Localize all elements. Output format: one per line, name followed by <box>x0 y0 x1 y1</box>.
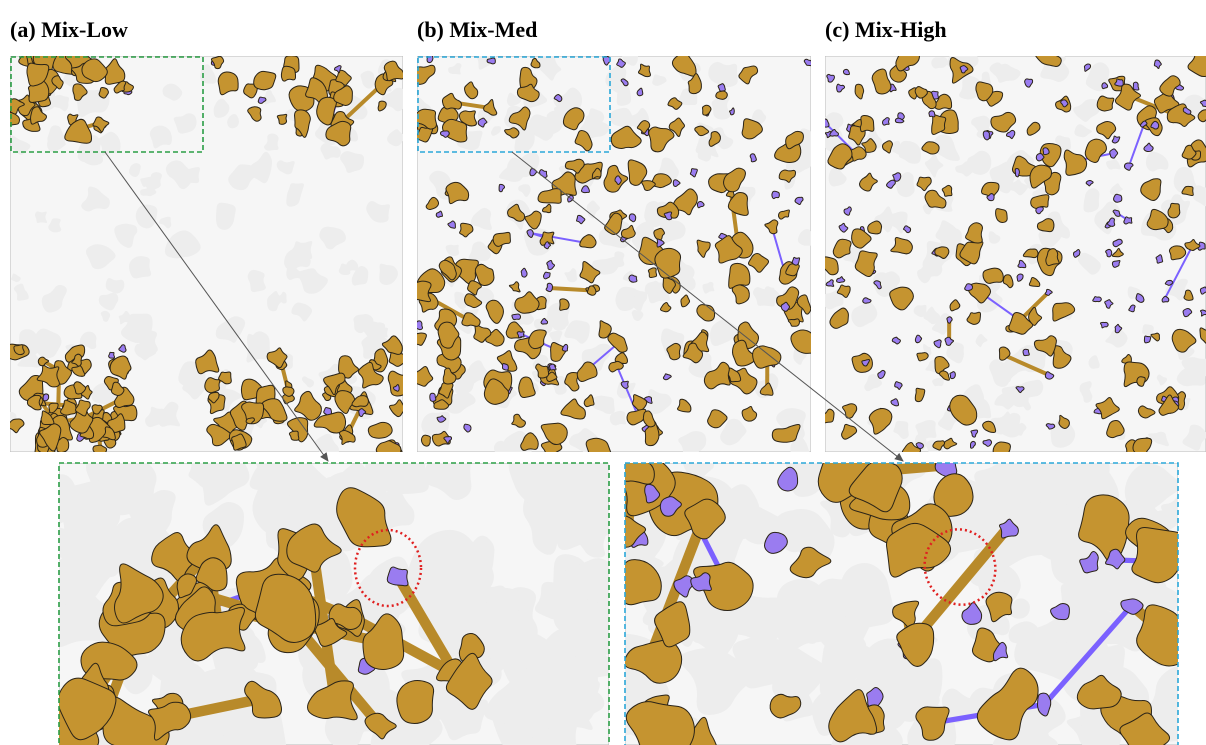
cluster <box>1124 217 1132 224</box>
cluster <box>993 442 1010 457</box>
cluster <box>546 283 552 291</box>
simulation-view <box>407 45 821 461</box>
cluster <box>415 321 422 330</box>
cluster <box>109 352 115 358</box>
cluster <box>820 257 838 275</box>
page: (a) Mix-Low (b) Mix-Med (c) Mix-High (()… <box>0 0 1206 745</box>
cluster <box>43 394 49 401</box>
cluster <box>281 66 295 81</box>
cluster <box>1165 280 1172 285</box>
panels <box>1 43 1206 745</box>
simulation-view <box>593 436 1206 745</box>
cluster <box>560 299 569 310</box>
cluster <box>1100 322 1108 328</box>
cluster <box>388 371 408 396</box>
cluster <box>729 263 750 288</box>
cluster <box>614 447 654 484</box>
cluster <box>205 378 220 393</box>
cluster <box>277 114 286 124</box>
cluster <box>517 332 524 338</box>
cluster <box>629 275 637 282</box>
panel-title: (c) Mix-High <box>825 17 947 42</box>
cluster <box>1133 438 1152 459</box>
cluster <box>1133 82 1139 90</box>
cluster <box>502 364 508 371</box>
cluster <box>843 69 849 74</box>
cluster <box>860 115 874 131</box>
cluster <box>983 268 1003 283</box>
cluster <box>718 84 725 92</box>
panel-title: (a) Mix-Low <box>10 17 128 42</box>
cluster <box>772 191 779 198</box>
cluster <box>1015 168 1019 176</box>
cluster <box>1023 349 1029 355</box>
cluster <box>1137 377 1145 387</box>
pore <box>561 597 611 657</box>
cluster <box>1114 194 1122 202</box>
cluster <box>820 409 834 423</box>
pore <box>35 211 47 223</box>
figure: (a) Mix-Low (b) Mix-Med (c) Mix-High <box>0 0 1206 745</box>
pore <box>323 227 335 238</box>
cluster <box>716 91 728 99</box>
cluster <box>697 201 704 207</box>
cluster <box>648 268 656 278</box>
cluster <box>950 372 955 379</box>
pore <box>129 256 151 278</box>
cluster <box>289 431 298 440</box>
cluster <box>421 435 430 446</box>
cluster <box>996 209 1008 223</box>
cluster <box>929 111 935 117</box>
cluster <box>983 131 989 140</box>
pore <box>95 445 150 515</box>
cluster <box>397 681 434 724</box>
simulation-view <box>1 43 409 460</box>
cluster <box>1144 336 1150 343</box>
cluster <box>218 72 238 95</box>
cluster <box>430 393 436 401</box>
cluster <box>387 567 408 586</box>
simulation-view <box>30 418 634 745</box>
cluster <box>254 71 276 89</box>
cluster <box>487 58 495 64</box>
simulation-view <box>816 47 1206 460</box>
cluster <box>792 257 799 265</box>
cluster <box>1097 96 1114 111</box>
cluster <box>427 54 433 63</box>
cluster <box>407 281 431 301</box>
panel-title: (b) Mix-Med <box>417 17 537 42</box>
cluster <box>587 286 596 295</box>
cluster <box>512 314 521 320</box>
cluster <box>1093 297 1102 302</box>
cluster <box>14 345 24 355</box>
